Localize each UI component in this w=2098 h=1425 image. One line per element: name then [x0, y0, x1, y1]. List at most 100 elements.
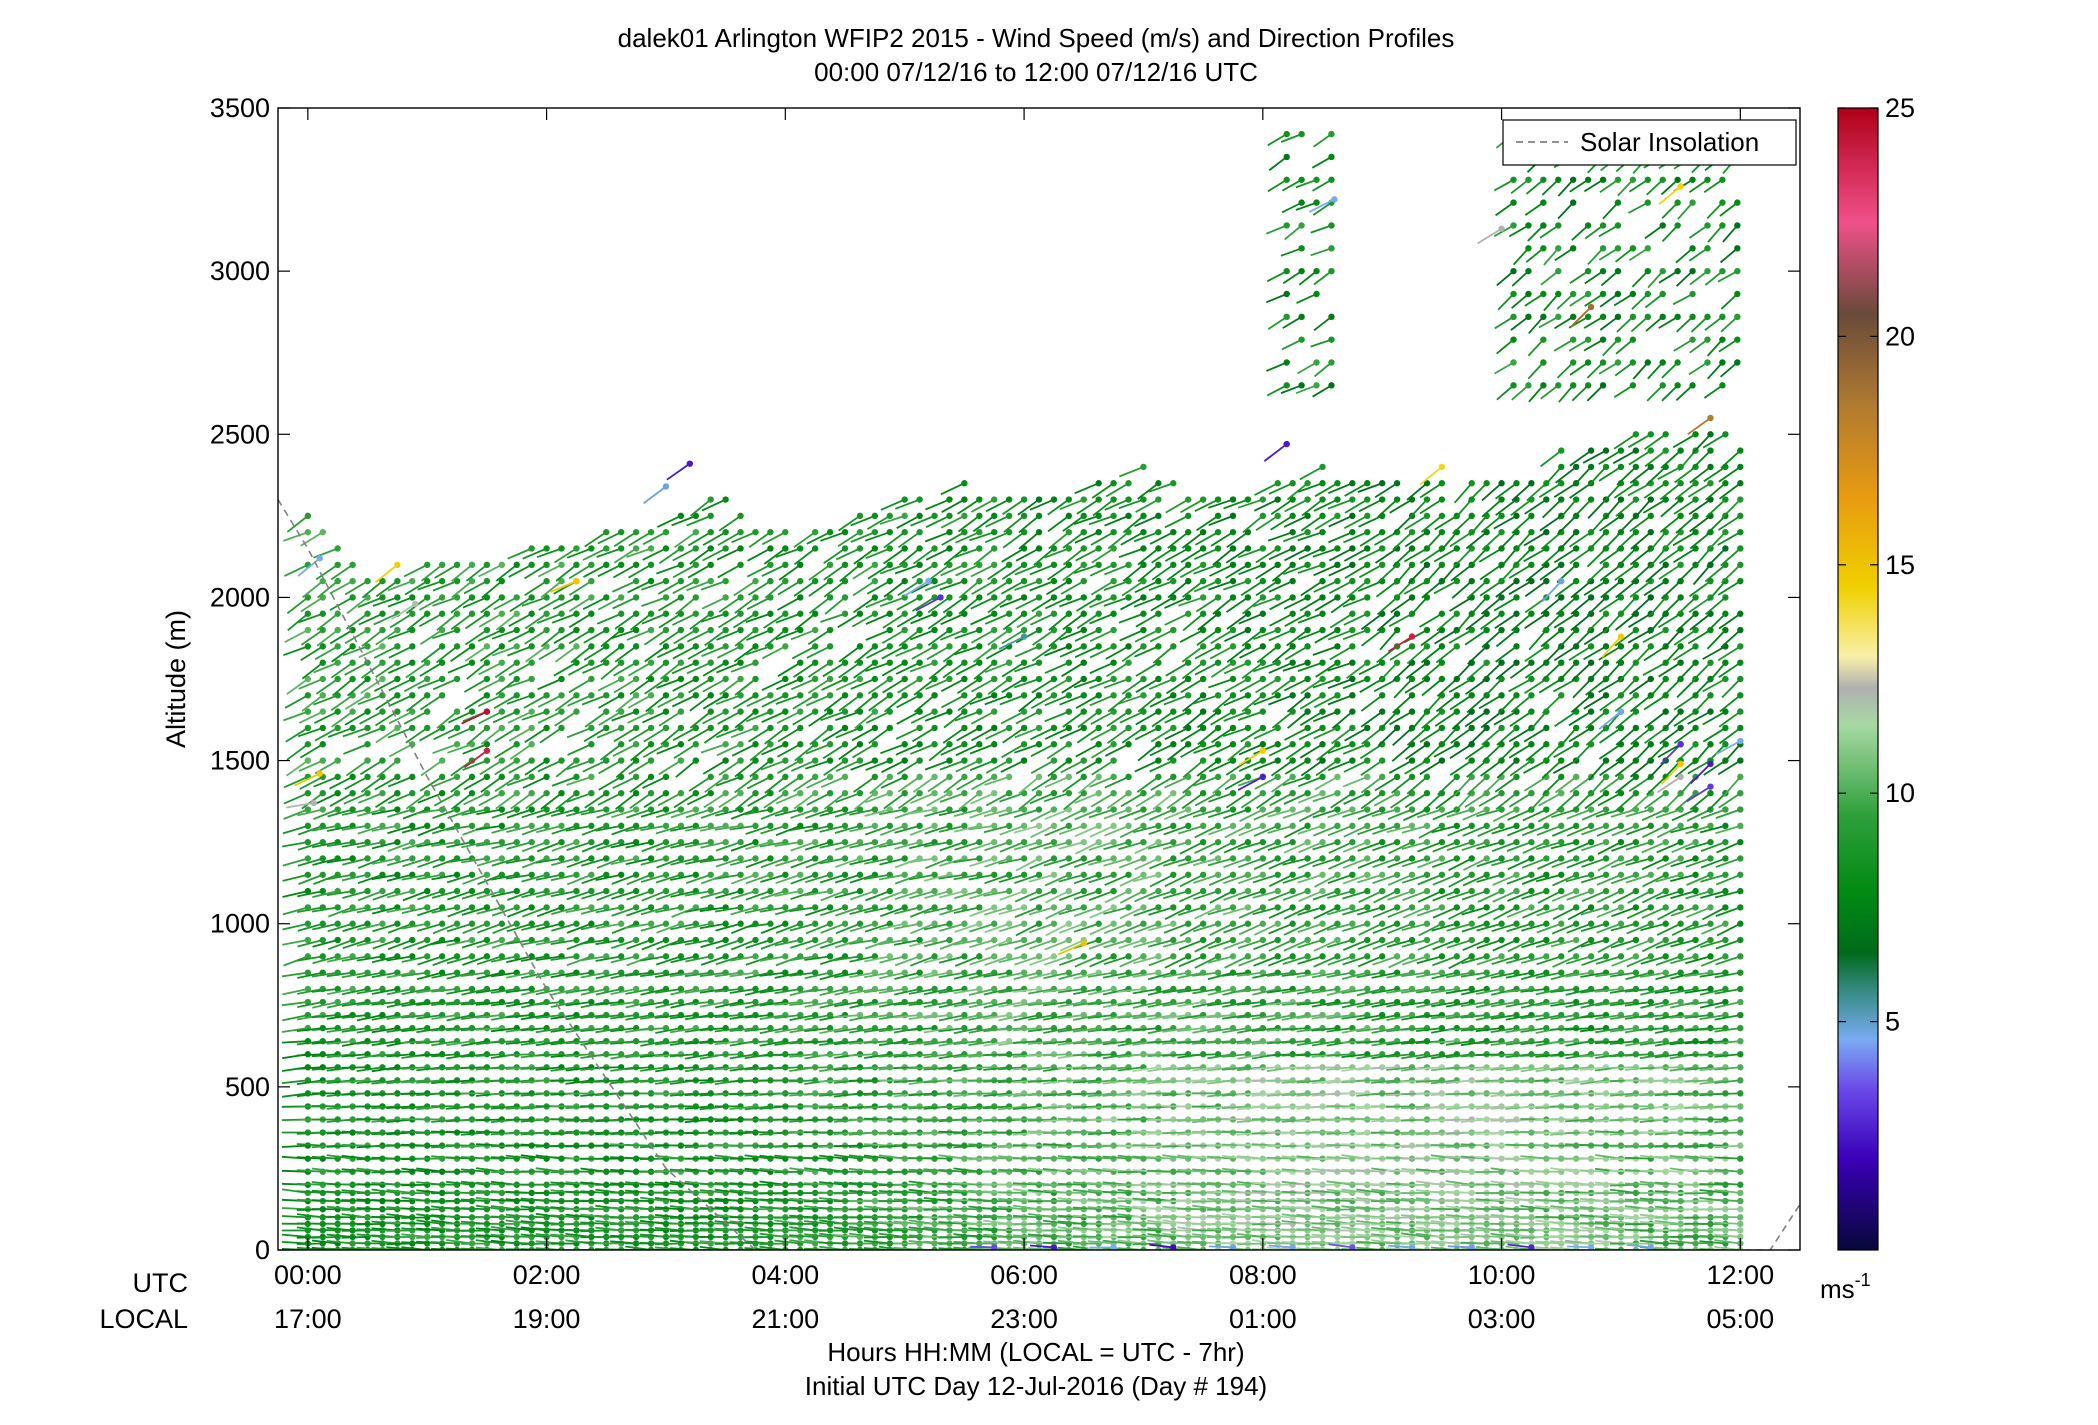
- barb-dot: [483, 643, 491, 650]
- barb-dot: [379, 724, 386, 732]
- barb-dot: [304, 757, 312, 764]
- barb-staff: [419, 727, 443, 742]
- wind-barb: [326, 887, 356, 897]
- barb-staff: [374, 776, 398, 791]
- barb-dot: [483, 1051, 491, 1058]
- barb-dot: [483, 659, 491, 666]
- barb-staff: [312, 922, 338, 931]
- wind-barb: [700, 953, 729, 966]
- barb-dot: [752, 936, 759, 944]
- barb-dot: [453, 643, 461, 650]
- wind-barb: [301, 692, 326, 712]
- wind-barb: [566, 887, 595, 901]
- wind-barb: [595, 1155, 625, 1162]
- barb-dot: [334, 822, 341, 830]
- wind-barb: [699, 1011, 729, 1019]
- wind-barb: [671, 692, 700, 708]
- wind-barb: [283, 708, 312, 722]
- barb-dot: [767, 920, 774, 927]
- barb-dot: [483, 757, 491, 764]
- barb-dot: [543, 692, 550, 699]
- barb-staff: [460, 1066, 487, 1069]
- barb-dot: [438, 577, 446, 585]
- barb-staff: [386, 1242, 413, 1246]
- barb-dot: [737, 659, 744, 666]
- barb-dot: [513, 806, 520, 813]
- barb-dot: [513, 643, 520, 650]
- wind-barb: [747, 577, 774, 596]
- wind-barb: [446, 822, 476, 831]
- barb-staff: [286, 678, 309, 695]
- barb-dot: [498, 806, 506, 813]
- barb-dot: [662, 806, 670, 813]
- barb-staff: [464, 694, 488, 710]
- barb-dot: [528, 855, 535, 862]
- wind-barb: [314, 708, 341, 724]
- barb-staff: [477, 694, 503, 708]
- wind-barb: [284, 626, 312, 643]
- wind-barb: [670, 920, 700, 931]
- wind-barb: [521, 871, 550, 883]
- barb-dot: [498, 659, 506, 666]
- barb-dot: [692, 871, 700, 878]
- barb-staff: [312, 955, 338, 965]
- wind-barb: [312, 936, 341, 948]
- barb-dot: [304, 790, 312, 797]
- wind-barb: [281, 1168, 312, 1175]
- barb-staff: [317, 580, 339, 599]
- barb-dot: [692, 577, 700, 585]
- wind-barb: [718, 512, 744, 532]
- barb-dot: [647, 741, 655, 748]
- barb-dot: [573, 626, 580, 634]
- barb-dot: [483, 887, 491, 895]
- wind-barb: [297, 998, 326, 1008]
- barb-staff: [524, 580, 548, 596]
- barb-staff: [344, 661, 368, 676]
- barb-dot: [707, 496, 714, 503]
- wind-barb: [329, 790, 356, 807]
- barb-staff: [657, 515, 682, 528]
- wind-barb: [760, 920, 789, 935]
- wind-barb: [628, 561, 655, 579]
- barb-dot: [304, 998, 312, 1006]
- barb-dot: [513, 594, 520, 601]
- wind-barb: [478, 790, 506, 807]
- barb-staff: [582, 661, 607, 674]
- barb-staff: [702, 547, 727, 562]
- barb-staff: [284, 629, 309, 643]
- wind-barb: [314, 724, 341, 742]
- wind-barb: [282, 920, 312, 931]
- barb-dot: [782, 953, 789, 960]
- barb-dot: [498, 790, 506, 797]
- barb-dot: [767, 528, 774, 536]
- barb-dot: [394, 773, 401, 781]
- barb-dot: [394, 675, 401, 683]
- barb-dot: [334, 626, 341, 634]
- barb-dot: [662, 1206, 670, 1213]
- barb-dot: [349, 675, 356, 683]
- barb-dot: [692, 610, 700, 617]
- barb-dot: [394, 936, 401, 944]
- wind-barb: [522, 773, 550, 789]
- barb-dot: [453, 953, 461, 960]
- barb-dot: [782, 855, 789, 862]
- barb-dot: [438, 790, 446, 797]
- barb-dot: [737, 561, 744, 568]
- barb-dot: [632, 790, 640, 797]
- barb-dot: [379, 675, 386, 683]
- barb-staff: [313, 694, 339, 706]
- wind-barb: [566, 871, 595, 886]
- barb-dot: [752, 675, 759, 683]
- barb-dot: [662, 626, 670, 634]
- barb-staff: [296, 1190, 323, 1194]
- barb-staff: [282, 873, 309, 882]
- wind-barb: [298, 675, 326, 690]
- barb-dot: [558, 920, 565, 927]
- barb-staff: [729, 1199, 756, 1202]
- barb-dot: [603, 1129, 610, 1136]
- barb-dot: [543, 757, 550, 764]
- wind-barb: [687, 643, 714, 660]
- barb-dot: [662, 659, 670, 666]
- barb-dot: [424, 920, 431, 927]
- wind-barb: [420, 757, 446, 777]
